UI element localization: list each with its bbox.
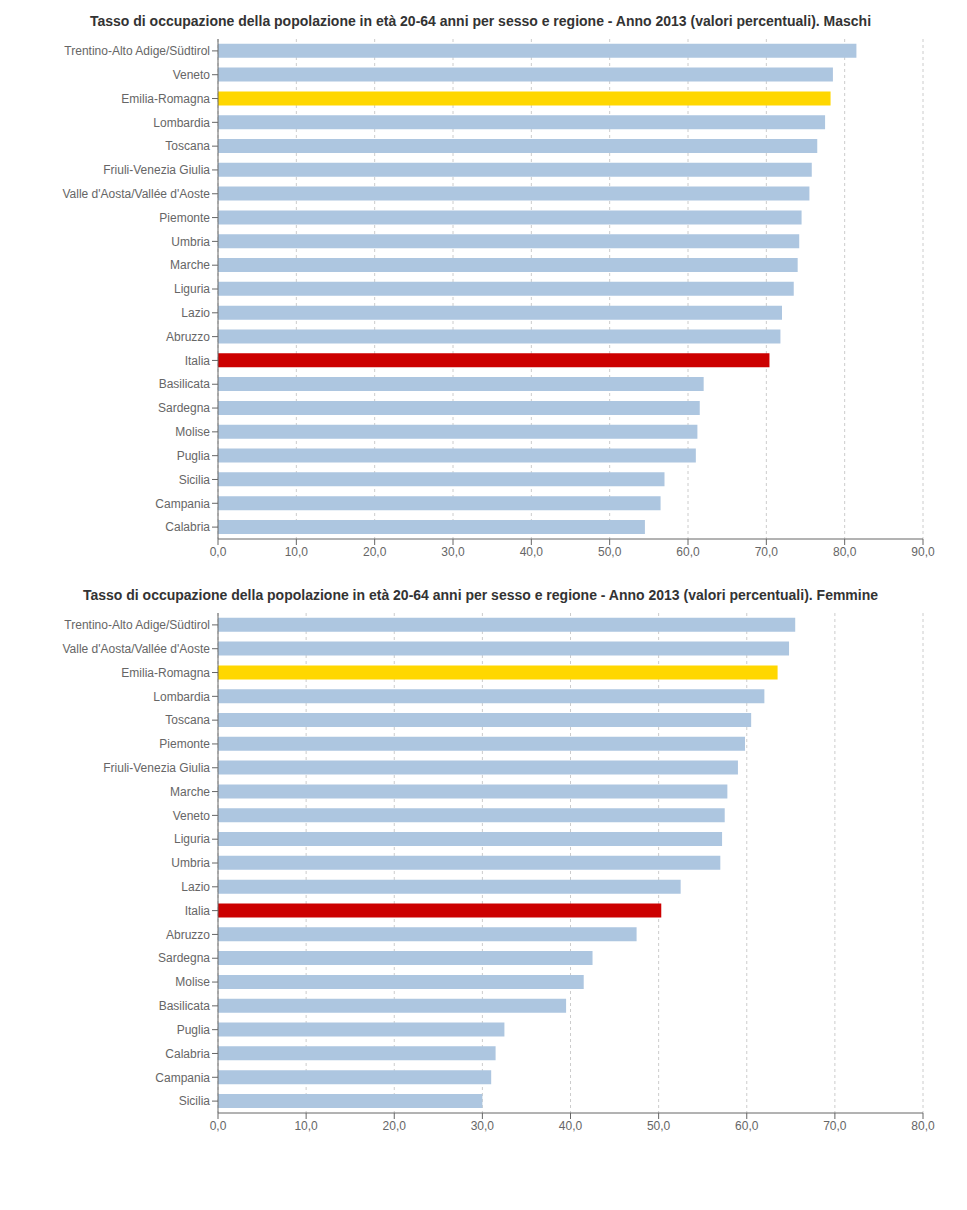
svg-text:20,0: 20,0 <box>363 545 387 559</box>
svg-text:10,0: 10,0 <box>294 1119 318 1133</box>
svg-text:Sicilia: Sicilia <box>179 473 211 487</box>
svg-text:50,0: 50,0 <box>598 545 622 559</box>
svg-text:Sardegna: Sardegna <box>158 951 210 965</box>
svg-text:Veneto: Veneto <box>173 68 211 82</box>
svg-text:Puglia: Puglia <box>177 1023 211 1037</box>
svg-text:Lombardia: Lombardia <box>153 116 210 130</box>
svg-text:Lazio: Lazio <box>181 880 210 894</box>
svg-text:0,0: 0,0 <box>210 1119 227 1133</box>
svg-text:40,0: 40,0 <box>520 545 544 559</box>
svg-text:Marche: Marche <box>170 258 210 272</box>
svg-text:Trentino-Alto Adige/Südtirol: Trentino-Alto Adige/Südtirol <box>64 618 210 632</box>
svg-text:Valle d'Aosta/Vallée d'Aoste: Valle d'Aosta/Vallée d'Aoste <box>62 187 210 201</box>
svg-text:Valle d'Aosta/Vallée d'Aoste: Valle d'Aosta/Vallée d'Aoste <box>62 642 210 656</box>
svg-text:Calabria: Calabria <box>165 1047 210 1061</box>
svg-text:Puglia: Puglia <box>177 449 211 463</box>
svg-text:Emilia-Romagna: Emilia-Romagna <box>121 92 210 106</box>
svg-text:80,0: 80,0 <box>911 1119 935 1133</box>
html-text:Tasso di occupazione della pop: Tasso di occupazione della popolazione i… <box>89 13 871 29</box>
svg-text:Friuli-Venezia Giulia: Friuli-Venezia Giulia <box>103 163 210 177</box>
svg-text:Basilicata: Basilicata <box>159 377 211 391</box>
svg-text:Veneto: Veneto <box>173 809 211 823</box>
svg-text:Trentino-Alto Adige/Südtirol: Trentino-Alto Adige/Südtirol <box>64 44 210 58</box>
svg-text:60,0: 60,0 <box>735 1119 759 1133</box>
svg-text:Basilicata: Basilicata <box>159 999 211 1013</box>
svg-text:Calabria: Calabria <box>165 520 210 534</box>
svg-text:Piemonte: Piemonte <box>159 737 210 751</box>
svg-text:50,0: 50,0 <box>647 1119 671 1133</box>
svg-text:0,0: 0,0 <box>210 545 227 559</box>
svg-text:Umbria: Umbria <box>171 856 210 870</box>
svg-text:Campania: Campania <box>155 497 210 511</box>
svg-text:Liguria: Liguria <box>174 832 210 846</box>
svg-text:Emilia-Romagna: Emilia-Romagna <box>121 666 210 680</box>
svg-text:10,0: 10,0 <box>285 545 309 559</box>
svg-text:90,0: 90,0 <box>911 545 935 559</box>
svg-text:Abruzzo: Abruzzo <box>166 928 210 942</box>
svg-text:30,0: 30,0 <box>441 545 465 559</box>
svg-text:Piemonte: Piemonte <box>159 211 210 225</box>
svg-text:Molise: Molise <box>175 425 210 439</box>
svg-text:Sardegna: Sardegna <box>158 401 210 415</box>
svg-text:Toscana: Toscana <box>165 139 210 153</box>
svg-text:Sicilia: Sicilia <box>179 1094 211 1108</box>
svg-text:Umbria: Umbria <box>171 235 210 249</box>
svg-text:Italia: Italia <box>185 354 211 368</box>
svg-text:Liguria: Liguria <box>174 282 210 296</box>
svg-text:30,0: 30,0 <box>471 1119 495 1133</box>
svg-text:70,0: 70,0 <box>823 1119 847 1133</box>
svg-text:Italia: Italia <box>185 904 211 918</box>
svg-text:60,0: 60,0 <box>676 545 700 559</box>
svg-text:70,0: 70,0 <box>755 545 779 559</box>
svg-text:Abruzzo: Abruzzo <box>166 330 210 344</box>
html-text:Tasso di occupazione della pop: Tasso di occupazione della popolazione i… <box>82 587 878 603</box>
svg-text:Toscana: Toscana <box>165 713 210 727</box>
svg-text:80,0: 80,0 <box>833 545 857 559</box>
svg-text:Molise: Molise <box>175 975 210 989</box>
svg-text:Friuli-Venezia Giulia: Friuli-Venezia Giulia <box>103 761 210 775</box>
svg-text:Campania: Campania <box>155 1071 210 1085</box>
svg-text:Lombardia: Lombardia <box>153 690 210 704</box>
svg-text:Lazio: Lazio <box>181 306 210 320</box>
svg-text:Marche: Marche <box>170 785 210 799</box>
svg-text:20,0: 20,0 <box>383 1119 407 1133</box>
svg-text:40,0: 40,0 <box>559 1119 583 1133</box>
